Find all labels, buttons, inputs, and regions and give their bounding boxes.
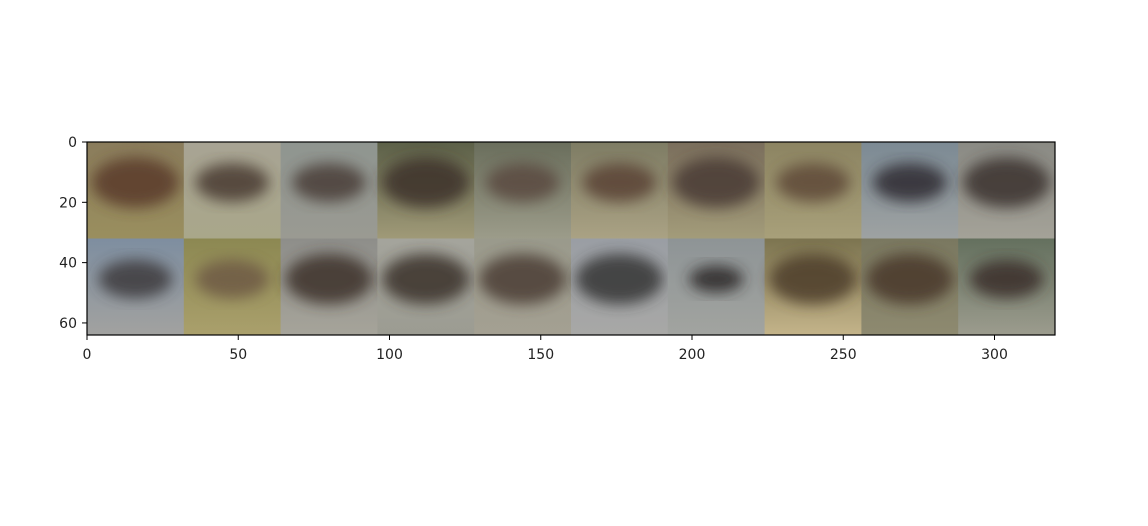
image-tile xyxy=(764,238,862,335)
x-tick-label: 200 xyxy=(679,347,706,363)
tile-object-blob xyxy=(866,253,954,305)
x-tick-label: 100 xyxy=(376,347,403,363)
y-tick-label: 60 xyxy=(59,316,77,332)
tile-object-blob xyxy=(672,157,760,208)
image-tile xyxy=(183,238,282,335)
tile-object-blob xyxy=(382,157,470,208)
tile-object-blob xyxy=(969,259,1044,299)
tile-object-blob xyxy=(479,253,567,305)
image-tile xyxy=(474,142,572,239)
x-axis: 0 50 100 150 200 250 300 xyxy=(83,335,1008,363)
tile-object-blob xyxy=(873,163,947,202)
x-tick-label: 250 xyxy=(830,347,857,363)
tile-object-blob xyxy=(485,163,560,202)
tile-object-blob xyxy=(382,253,470,305)
image-tile xyxy=(87,142,185,239)
tile-object-blob xyxy=(689,265,744,293)
x-tick-label: 0 xyxy=(83,347,92,363)
y-axis: 0 20 40 60 xyxy=(59,135,87,332)
image-tile xyxy=(571,142,669,239)
image-tile xyxy=(667,142,766,239)
x-tick-label: 300 xyxy=(981,347,1008,363)
tile-object-blob xyxy=(292,163,366,202)
x-tick-label: 50 xyxy=(229,347,247,363)
tile-object-blob xyxy=(91,157,179,208)
image-tile xyxy=(861,142,959,239)
y-tick-label: 0 xyxy=(68,135,77,151)
tile-object-blob xyxy=(285,253,373,305)
image-tile xyxy=(280,142,378,239)
tile-object-blob xyxy=(776,163,850,202)
image-tile xyxy=(183,142,282,239)
tile-object-blob xyxy=(582,163,657,202)
tile-object-blob xyxy=(963,157,1051,208)
y-tick-label: 20 xyxy=(59,195,77,211)
image-tile xyxy=(87,238,185,335)
tile-object-blob xyxy=(769,253,857,305)
plot-area xyxy=(86,141,1056,336)
x-tick-label: 150 xyxy=(527,347,554,363)
image-tile xyxy=(377,142,475,239)
image-tile xyxy=(667,238,766,335)
image-tile xyxy=(958,142,1055,239)
tile-object-blob xyxy=(98,259,173,299)
tile-object-blob xyxy=(575,253,663,305)
tile-object-blob xyxy=(195,163,269,202)
tile-object-blob xyxy=(195,259,269,299)
y-tick-label: 40 xyxy=(59,256,77,272)
image-tiles xyxy=(87,142,1055,335)
image-tile xyxy=(280,238,378,335)
image-tile xyxy=(861,238,959,335)
image-tile xyxy=(958,238,1055,335)
image-tile xyxy=(474,238,572,335)
image-tile xyxy=(377,238,475,335)
image-tile xyxy=(571,238,669,335)
image-tile xyxy=(764,142,862,239)
axes-frame xyxy=(86,141,1056,336)
